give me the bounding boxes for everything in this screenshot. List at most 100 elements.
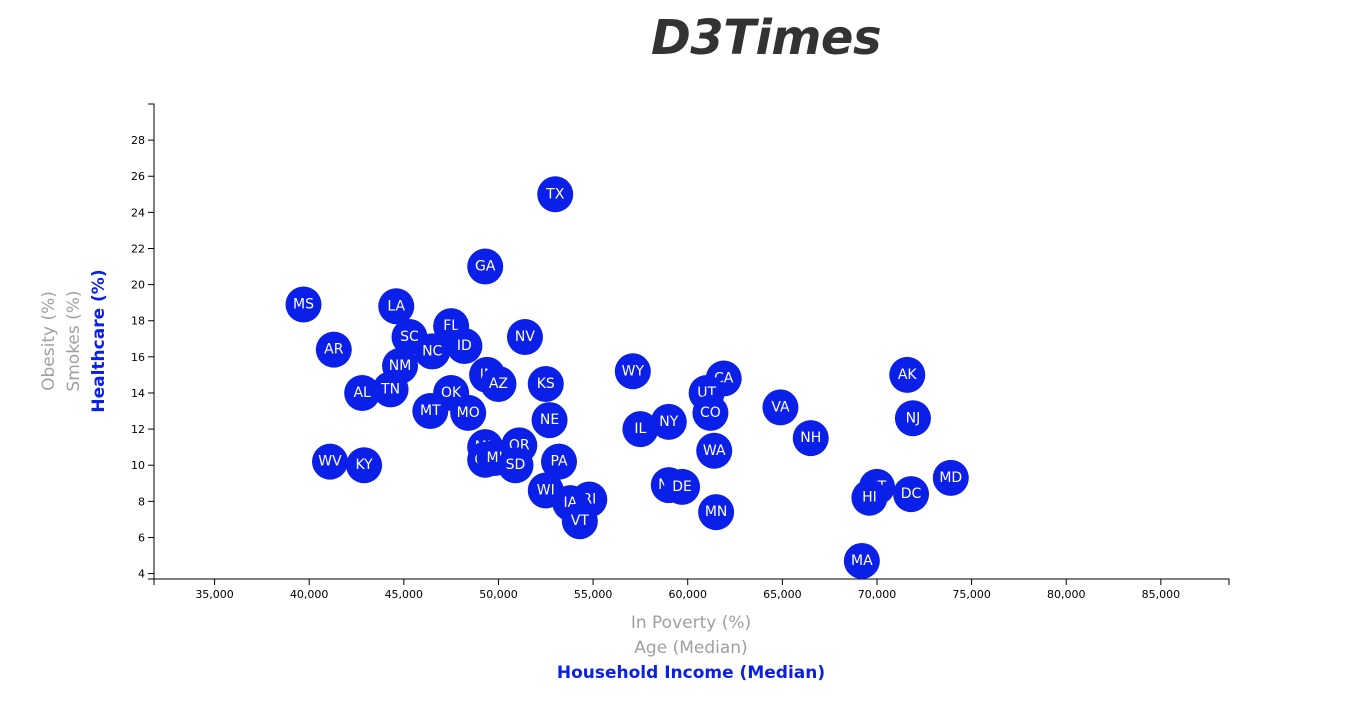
y-tick: 14 <box>131 387 154 400</box>
state-circle[interactable] <box>497 447 534 484</box>
x-axis-label-age[interactable]: Age (Median) <box>634 638 747 658</box>
state-circle[interactable] <box>285 286 322 323</box>
x-axis: 35,000 40,000 45,000 50,000 55,000 60,000 65,0… <box>153 578 1230 601</box>
state-circle[interactable] <box>531 402 568 439</box>
state-circle[interactable] <box>344 374 381 411</box>
state-point-vt[interactable]: VT <box>561 503 598 540</box>
y-tick-label: 20 <box>131 279 145 292</box>
state-point-tx[interactable]: TX <box>537 176 574 213</box>
state-point-al[interactable]: AL <box>344 374 381 411</box>
state-point-id[interactable]: ID <box>446 328 483 365</box>
state-point-nc[interactable]: NC <box>414 333 451 370</box>
y-tick: 16 <box>131 351 154 364</box>
x-tick-label: 85,000 <box>1142 588 1181 601</box>
state-point-wv[interactable]: WV <box>312 443 349 480</box>
x-tick-label: 40,000 <box>290 588 329 601</box>
state-circle[interactable] <box>894 400 931 437</box>
state-point-hi[interactable]: HI <box>851 479 888 516</box>
state-circle[interactable] <box>312 443 349 480</box>
state-circle[interactable] <box>527 365 564 402</box>
y-tick: 18 <box>131 315 154 328</box>
y-tick: 20 <box>131 279 154 292</box>
state-point-nh[interactable]: NH <box>792 420 829 457</box>
x-tick-label: 45,000 <box>385 588 424 601</box>
state-circle[interactable] <box>450 394 487 431</box>
x-tick: 45,000 <box>385 579 424 601</box>
y-tick-label: 6 <box>138 531 145 544</box>
state-point-ne[interactable]: NE <box>531 402 568 439</box>
state-point-ma[interactable]: MA <box>843 542 880 579</box>
state-circle[interactable] <box>537 176 574 213</box>
state-circle[interactable] <box>614 353 651 390</box>
y-tick-label: 12 <box>131 423 145 436</box>
state-circle[interactable] <box>664 468 701 505</box>
state-point-mt[interactable]: MT <box>412 393 449 430</box>
state-circle[interactable] <box>893 476 930 513</box>
x-tick-label: 70,000 <box>858 588 897 601</box>
y-tick-label: 24 <box>131 206 145 219</box>
y-axis-label-obesity[interactable]: Obesity (%) <box>39 291 59 391</box>
state-circle[interactable] <box>561 503 598 540</box>
y-tick: 26 <box>131 170 154 183</box>
state-circle[interactable] <box>378 288 415 325</box>
state-circle[interactable] <box>315 331 352 368</box>
state-point-az[interactable]: AZ <box>480 365 517 402</box>
y-tick: 8 <box>138 495 154 508</box>
state-point-la[interactable]: LA <box>378 288 415 325</box>
state-circle[interactable] <box>696 432 733 469</box>
x-tick: 65,000 <box>763 579 802 601</box>
state-point-dc[interactable]: DC <box>893 476 930 513</box>
state-circle[interactable] <box>851 479 888 516</box>
state-circle[interactable] <box>346 447 383 484</box>
state-point-ga[interactable]: GA <box>467 248 504 285</box>
y-tick: 28 <box>131 134 154 147</box>
state-circle[interactable] <box>372 371 409 408</box>
y-tick: 4 <box>138 568 154 581</box>
x-tick-label: 35,000 <box>195 588 234 601</box>
state-point-mo[interactable]: MO <box>450 394 487 431</box>
state-point-co[interactable]: CO <box>692 394 729 431</box>
state-circle[interactable] <box>843 542 880 579</box>
state-point-nj[interactable]: NJ <box>894 400 931 437</box>
y-axis-domain <box>148 103 155 580</box>
state-circle[interactable] <box>698 494 735 531</box>
y-axis-label-smokes[interactable]: Smokes (%) <box>64 290 84 391</box>
state-circle[interactable] <box>412 393 449 430</box>
x-tick-label: 55,000 <box>574 588 613 601</box>
state-point-wy[interactable]: WY <box>614 353 651 390</box>
state-point-ks[interactable]: KS <box>527 365 564 402</box>
state-circle[interactable] <box>932 459 969 496</box>
state-circle[interactable] <box>792 420 829 457</box>
state-circle[interactable] <box>414 333 451 370</box>
state-point-sd[interactable]: SD <box>497 447 534 484</box>
state-point-ms[interactable]: MS <box>285 286 322 323</box>
state-point-nv[interactable]: NV <box>506 318 543 355</box>
state-circle[interactable] <box>467 248 504 285</box>
y-tick: 10 <box>131 459 154 472</box>
state-circle[interactable] <box>446 328 483 365</box>
x-tick-label: 50,000 <box>479 588 518 601</box>
state-circle[interactable] <box>622 411 659 448</box>
state-point-ky[interactable]: KY <box>346 447 383 484</box>
state-point-va[interactable]: VA <box>762 389 799 426</box>
state-circle[interactable] <box>541 443 578 480</box>
state-circle[interactable] <box>692 394 729 431</box>
state-circle[interactable] <box>762 389 799 426</box>
state-point-ar[interactable]: AR <box>315 331 352 368</box>
state-circle[interactable] <box>506 318 543 355</box>
data-points: TXGAMSLAFLSCNVIDARNCNMWYAKINCAAZKSTNALOK… <box>285 176 969 579</box>
state-circle[interactable] <box>480 365 517 402</box>
state-point-ak[interactable]: AK <box>889 356 926 393</box>
state-point-mn[interactable]: MN <box>698 494 735 531</box>
state-point-md[interactable]: MD <box>932 459 969 496</box>
x-axis-label-poverty[interactable]: In Poverty (%) <box>631 613 751 633</box>
state-circle[interactable] <box>889 356 926 393</box>
state-circle[interactable] <box>650 403 687 440</box>
state-point-de[interactable]: DE <box>664 468 701 505</box>
y-axis-label-healthcare[interactable]: Healthcare (%) <box>89 269 109 412</box>
x-tick: 40,000 <box>290 579 329 601</box>
x-axis-label-income[interactable]: Household Income (Median) <box>557 663 825 683</box>
state-point-il[interactable]: IL <box>622 411 659 448</box>
state-point-wa[interactable]: WA <box>696 432 733 469</box>
